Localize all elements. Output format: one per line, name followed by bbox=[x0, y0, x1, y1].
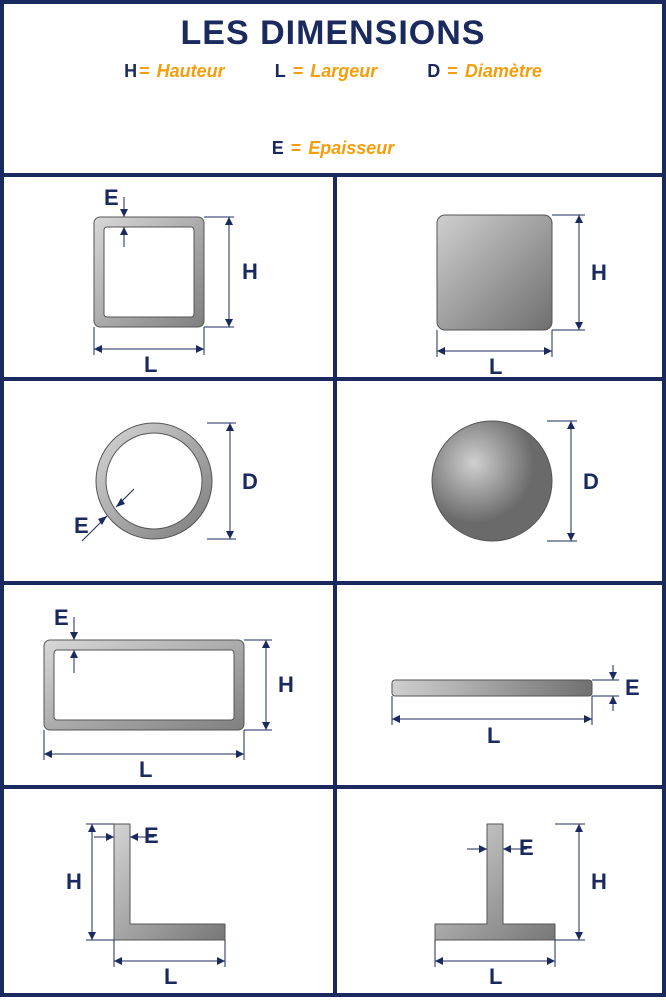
label-H: H bbox=[278, 672, 294, 697]
label-E: E bbox=[104, 185, 119, 210]
label-E: E bbox=[54, 605, 69, 630]
panel-square-solid: H L bbox=[337, 177, 666, 381]
label-E: E bbox=[144, 823, 159, 848]
legend-E: E = Epaisseur bbox=[272, 138, 395, 159]
panel-round-tube: D E bbox=[4, 381, 337, 585]
legend: H= Hauteur L = Largeur D = Diamètre E = … bbox=[4, 61, 662, 159]
dimensions-infographic: LES DIMENSIONS H= Hauteur L = Largeur D … bbox=[0, 0, 666, 997]
label-L: L bbox=[489, 354, 502, 379]
label-E: E bbox=[625, 675, 640, 700]
legend-L: L = Largeur bbox=[275, 61, 378, 82]
label-L: L bbox=[487, 723, 500, 748]
label-L: L bbox=[139, 757, 152, 782]
label-L: L bbox=[144, 352, 157, 377]
label-E: E bbox=[519, 835, 534, 860]
label-H: H bbox=[591, 260, 607, 285]
panel-round-solid: D bbox=[337, 381, 666, 585]
label-D: D bbox=[583, 469, 599, 494]
label-D: D bbox=[242, 469, 258, 494]
panel-flat-bar: E L bbox=[337, 585, 666, 789]
label-L: L bbox=[489, 964, 502, 989]
label-H: H bbox=[242, 259, 258, 284]
panel-grid: E H L H bbox=[4, 177, 662, 993]
label-H: H bbox=[591, 869, 607, 894]
legend-H: H= Hauteur bbox=[124, 61, 225, 82]
title: LES DIMENSIONS bbox=[4, 14, 662, 53]
panel-square-tube: E H L bbox=[4, 177, 337, 381]
panel-angle-L: E H L bbox=[4, 789, 337, 993]
header: LES DIMENSIONS H= Hauteur L = Largeur D … bbox=[4, 4, 662, 177]
panel-rect-tube: E H L bbox=[4, 585, 337, 789]
label-L: L bbox=[164, 964, 177, 989]
panel-tee-T: E H L bbox=[337, 789, 666, 993]
legend-D: D = Diamètre bbox=[427, 61, 542, 82]
label-E: E bbox=[74, 513, 89, 538]
label-H: H bbox=[66, 869, 82, 894]
